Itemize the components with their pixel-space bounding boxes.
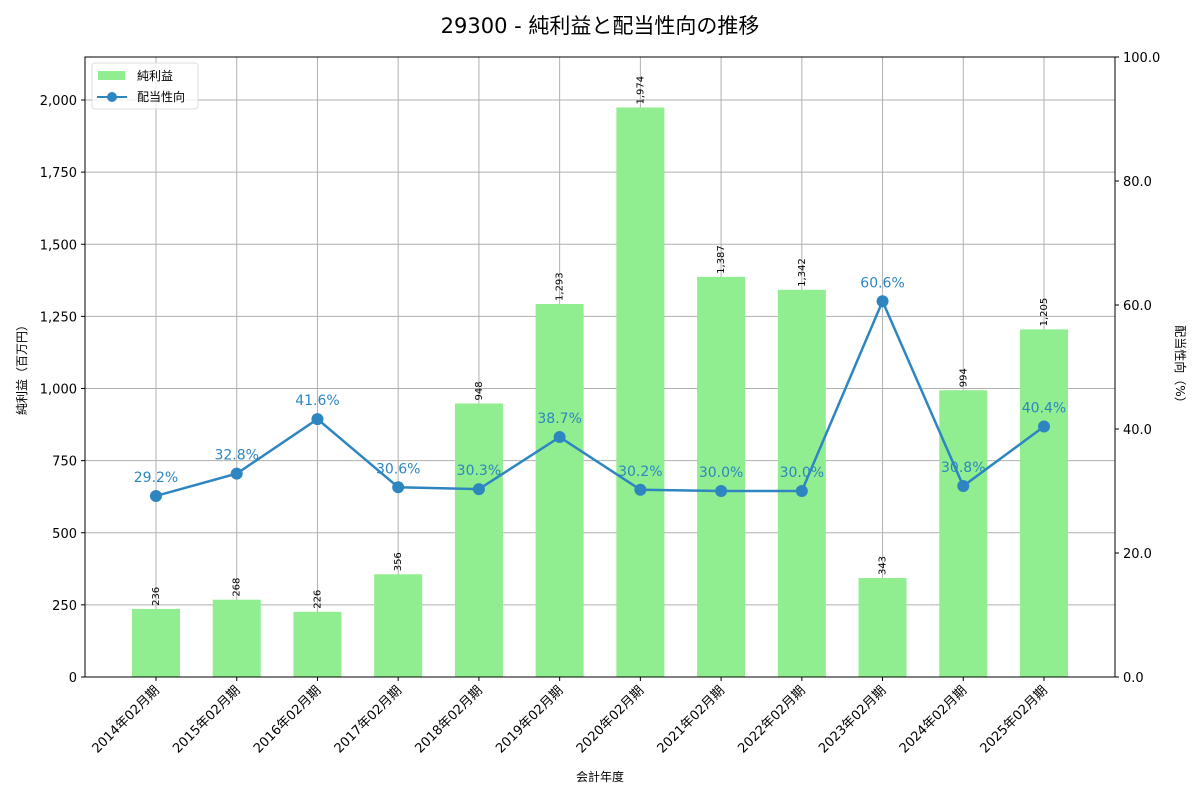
bar bbox=[132, 608, 180, 677]
line-marker bbox=[634, 483, 647, 496]
legend: 純利益 配当性向 bbox=[91, 62, 199, 110]
x-tick-label: 2021年02月期 bbox=[655, 683, 728, 756]
line-marker bbox=[1038, 420, 1050, 433]
payout-value-label: 30.3% bbox=[457, 463, 501, 479]
x-axis: 2014年02月期 2015年02月期 2016年02月期 2017年02月期 2018… bbox=[90, 677, 1051, 757]
line-marker bbox=[392, 481, 405, 494]
line-marker bbox=[230, 467, 243, 480]
payout-value-label: 32.8% bbox=[214, 448, 258, 464]
bar-value-label: 226 bbox=[312, 590, 323, 609]
x-tick-label: 2023年02月期 bbox=[816, 683, 889, 756]
line-marker bbox=[311, 413, 324, 426]
payout-value-label: 30.0% bbox=[699, 465, 743, 481]
bar-value-label: 1,342 bbox=[797, 258, 808, 287]
x-tick-label: 2019年02月期 bbox=[493, 683, 566, 756]
legend-bar-swatch-icon bbox=[98, 71, 125, 80]
bar-value-label: 343 bbox=[878, 556, 889, 575]
y2-tick-label: 0.0 bbox=[1123, 671, 1144, 686]
x-tick-label: 2017年02月期 bbox=[332, 683, 405, 756]
y-tick-label: 1,000 bbox=[40, 383, 77, 398]
line-series-payout-ratio bbox=[150, 295, 1050, 502]
line-marker bbox=[553, 431, 566, 444]
plot-frame bbox=[84, 56, 1116, 678]
y2-tick-label: 60.0 bbox=[1123, 299, 1152, 314]
x-tick-label: 2020年02月期 bbox=[574, 683, 647, 756]
right-y-axis: 0.0 20.0 40.0 60.0 80.0 100.0 bbox=[1115, 51, 1160, 686]
payout-value-label: 40.4% bbox=[1022, 401, 1066, 417]
bar bbox=[697, 276, 746, 677]
y2-tick-label: 20.0 bbox=[1123, 547, 1152, 562]
bar-value-label: 1,205 bbox=[1039, 298, 1050, 327]
y-tick-label: 1,250 bbox=[40, 310, 77, 325]
payout-value-label: 30.0% bbox=[780, 465, 824, 481]
bar-series-net-income bbox=[132, 107, 1068, 678]
payout-value-label: 29.2% bbox=[134, 470, 178, 486]
bar bbox=[616, 107, 665, 678]
y2-tick-label: 100.0 bbox=[1123, 51, 1160, 66]
y-tick-label: 0 bbox=[69, 671, 77, 686]
bar bbox=[858, 578, 907, 677]
y-axis-label: 純利益（百万円） bbox=[15, 319, 29, 415]
y2-axis-label: 配当性向（%） bbox=[1173, 325, 1188, 408]
x-tick-label: 2025年02月期 bbox=[978, 683, 1051, 756]
payout-value-label: 41.6% bbox=[295, 393, 339, 409]
y-tick-label: 2,000 bbox=[40, 94, 77, 109]
payout-value-label: 30.6% bbox=[376, 461, 420, 477]
bar bbox=[1020, 329, 1068, 677]
payout-value-label: 30.2% bbox=[618, 464, 662, 480]
payout-value-label: 60.6% bbox=[860, 275, 904, 291]
x-tick-label: 2016年02月期 bbox=[251, 683, 324, 756]
line-marker bbox=[795, 485, 808, 497]
x-tick-label: 2015年02月期 bbox=[170, 683, 243, 756]
legend-label-payout-ratio: 配当性向 bbox=[137, 89, 185, 104]
bar-value-label: 1,387 bbox=[716, 245, 727, 274]
bar-value-label: 1,293 bbox=[555, 272, 566, 301]
y-tick-label: 750 bbox=[52, 455, 77, 470]
line-marker bbox=[150, 489, 162, 502]
y-tick-label: 250 bbox=[52, 599, 77, 614]
bar bbox=[777, 289, 826, 677]
bar-value-label: 236 bbox=[151, 587, 162, 606]
y-tick-label: 1,500 bbox=[40, 238, 77, 253]
legend-marker-icon bbox=[107, 92, 117, 102]
bar-value-labels: 236 268 226 356 948 1,293 1,974 1,387 1,342 343 99… bbox=[151, 76, 1050, 609]
x-tick-label: 2024年02月期 bbox=[897, 683, 970, 756]
x-tick-label: 2014年02月期 bbox=[90, 683, 163, 756]
payout-line bbox=[155, 298, 1045, 498]
bar-value-label: 356 bbox=[393, 552, 404, 571]
legend-label-net-income: 純利益 bbox=[137, 69, 173, 83]
bar bbox=[293, 611, 342, 677]
bar bbox=[939, 390, 988, 677]
chart-title: 29300 - 純利益と配当性向の推移 bbox=[441, 14, 760, 38]
bar bbox=[454, 403, 503, 677]
x-tick-label: 2022年02月期 bbox=[735, 683, 808, 756]
x-tick-label: 2018年02月期 bbox=[412, 683, 485, 756]
y-tick-label: 500 bbox=[52, 527, 77, 542]
bar bbox=[212, 599, 261, 677]
y-tick-label: 1,750 bbox=[40, 166, 77, 181]
bar-value-label: 994 bbox=[958, 368, 969, 387]
bar bbox=[535, 303, 584, 677]
line-marker bbox=[715, 485, 728, 497]
bar-value-label: 948 bbox=[474, 381, 485, 400]
y2-tick-label: 80.0 bbox=[1123, 175, 1152, 190]
left-y-axis: 0 250 500 750 1,000 1,250 1,500 1,750 2,000 bbox=[40, 94, 85, 686]
x-axis-label: 会計年度 bbox=[576, 769, 624, 784]
bar-value-label: 1,974 bbox=[635, 76, 646, 105]
line-marker bbox=[957, 480, 970, 493]
line-value-labels: 29.2% 32.8% 41.6% 30.6% 30.3% 38.7% 30.2% 30.0%… bbox=[134, 275, 1066, 486]
bar bbox=[374, 574, 423, 677]
bar-value-label: 268 bbox=[232, 578, 243, 597]
payout-value-label: 30.8% bbox=[941, 460, 985, 476]
payout-value-label: 38.7% bbox=[537, 411, 581, 427]
line-marker bbox=[876, 295, 889, 308]
line-marker bbox=[472, 483, 485, 496]
y2-tick-label: 40.0 bbox=[1123, 423, 1152, 438]
